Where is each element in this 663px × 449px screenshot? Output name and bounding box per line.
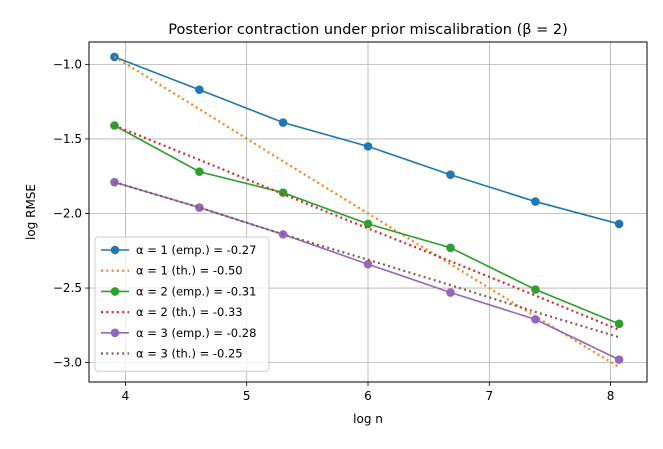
legend-box (94, 236, 270, 372)
data-point (614, 219, 624, 229)
series-line-theoretical (114, 181, 620, 339)
legend-label: α = 2 (th.) = -0.33 (136, 305, 243, 319)
data-point (195, 203, 204, 212)
series-5 (110, 177, 624, 364)
legend-label: α = 3 (emp.) = -0.28 (136, 326, 256, 340)
y-tick-label: −2.5 (53, 281, 82, 295)
data-point (531, 197, 540, 206)
legend-label: α = 2 (emp.) = -0.31 (136, 284, 256, 298)
data-point (110, 177, 119, 187)
legend-entry: α = 1 (emp.) = -0.27 (101, 243, 256, 257)
y-axis-label: log RMSE (24, 184, 38, 240)
series-line-theoretical (114, 124, 620, 331)
legend: α = 1 (emp.) = -0.27 α = 1 (th.) = -0.50 α… (94, 236, 270, 372)
x-tick-label: 5 (243, 389, 251, 403)
data-point (363, 219, 373, 229)
y-tick-label: −3.0 (53, 356, 82, 370)
series-4 (114, 124, 620, 331)
legend-label: α = 3 (th.) = -0.25 (136, 347, 243, 361)
legend-marker (110, 287, 120, 296)
chart-title: Posterior contraction under prior miscal… (168, 22, 568, 38)
data-point (278, 118, 288, 127)
data-point (363, 142, 373, 151)
legend-entry: α = 3 (emp.) = -0.28 (101, 326, 256, 340)
legend-label: α = 1 (th.) = -0.50 (136, 264, 243, 278)
data-point (195, 167, 204, 177)
x-axis-label: log n (353, 412, 383, 426)
x-tick-label: 8 (607, 389, 615, 403)
legend-entry: α = 2 (emp.) = -0.31 (101, 284, 256, 298)
series-3 (110, 121, 624, 329)
data-point (531, 285, 540, 294)
data-point (278, 188, 288, 197)
data-point (614, 319, 624, 329)
data-point (363, 259, 373, 269)
data-point (446, 243, 455, 253)
legend-marker (110, 245, 120, 255)
y-tick-label: −1.5 (53, 132, 82, 146)
data-point (446, 170, 455, 180)
data-point (531, 315, 540, 324)
x-tick-label: 6 (364, 389, 372, 403)
data-point (110, 121, 119, 130)
x-tick-label: 4 (122, 389, 130, 403)
legend-entry: α = 2 (th.) = -0.33 (101, 305, 243, 319)
series-group (110, 52, 624, 369)
data-point (110, 52, 119, 62)
series-1 (110, 52, 624, 229)
legend-entry: α = 1 (th.) = -0.50 (101, 264, 243, 278)
legend-entry: α = 3 (th.) = -0.25 (101, 347, 243, 361)
ticks: 4 5 6 7 8 −1.0 −1.5 −2.0 −2.5 −3.0 (53, 57, 615, 403)
data-point (614, 355, 624, 364)
series-6 (114, 181, 620, 339)
y-tick-label: −1.0 (53, 57, 82, 71)
legend-marker (110, 328, 120, 338)
x-tick-label: 7 (485, 389, 493, 403)
data-point (446, 288, 455, 297)
data-point (195, 85, 204, 95)
legend-label: α = 1 (emp.) = -0.27 (136, 243, 256, 257)
y-tick-label: −2.0 (53, 206, 82, 220)
